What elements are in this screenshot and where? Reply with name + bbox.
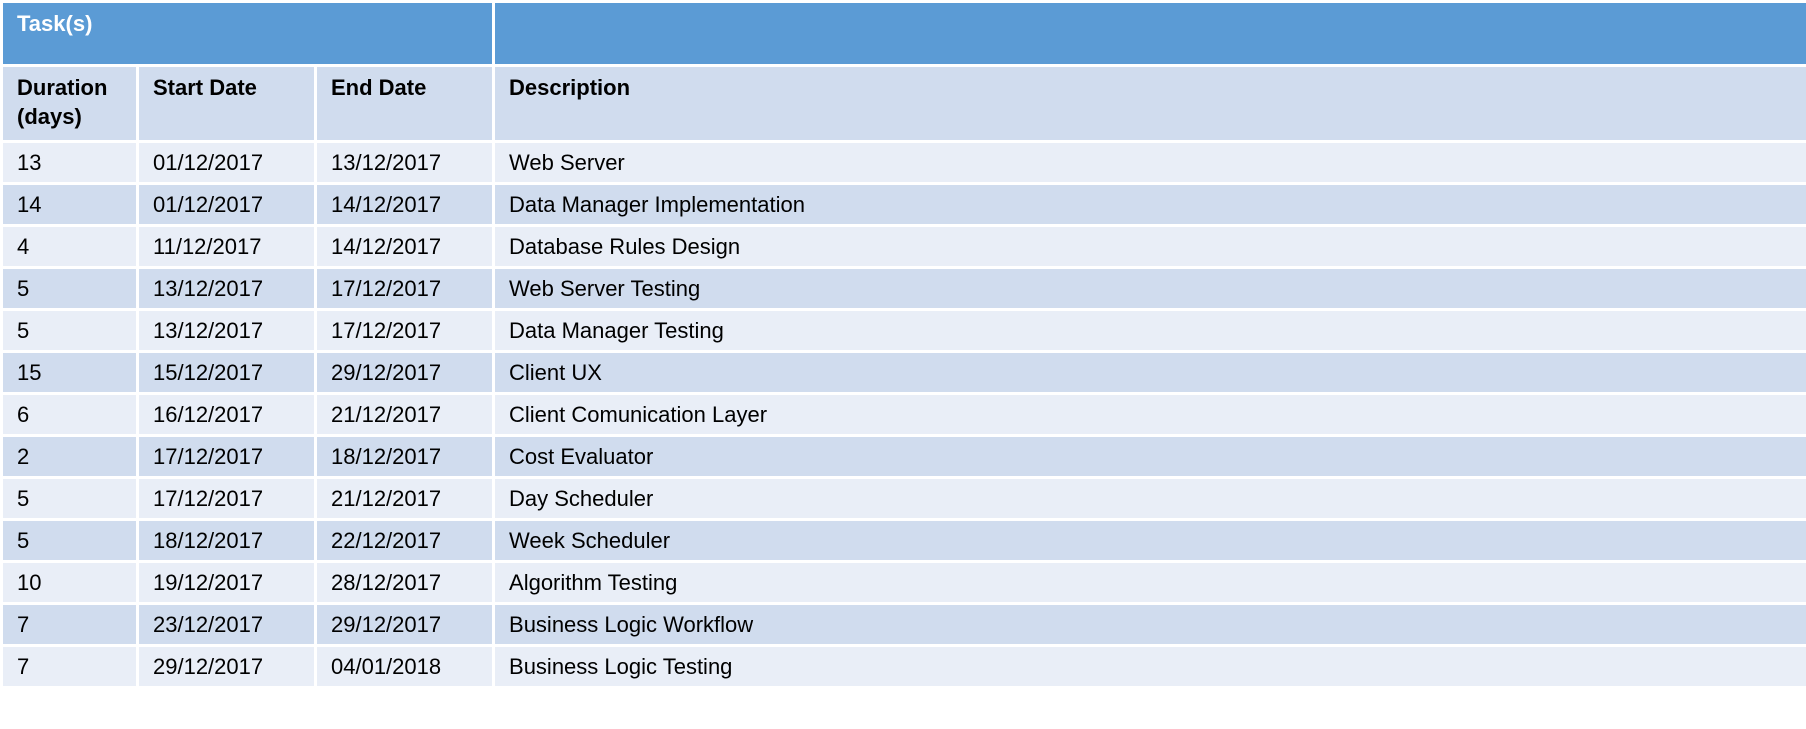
table-row: 5 17/12/2017 21/12/2017 Day Scheduler (0, 476, 1806, 521)
cell-duration: 5 (0, 266, 139, 311)
cell-start-date: 29/12/2017 (136, 644, 317, 689)
cell-description: Week Scheduler (492, 518, 1806, 563)
cell-duration: 7 (0, 602, 139, 647)
table-row: 6 16/12/2017 21/12/2017 Client Comunication… (0, 392, 1806, 437)
cell-start-date: 13/12/2017 (136, 308, 317, 353)
cell-description: Client UX (492, 350, 1806, 395)
table-row: 13 01/12/2017 13/12/2017 Web Server (0, 140, 1806, 185)
cell-description: Web Server Testing (492, 266, 1806, 311)
table-title-empty-cell (492, 0, 1806, 67)
cell-end-date: 13/12/2017 (313, 140, 496, 185)
cell-end-date: 04/01/2018 (313, 644, 496, 689)
cell-end-date: 14/12/2017 (313, 224, 496, 269)
cell-duration: 14 (0, 182, 139, 227)
task-table-container: Task(s) Duration (days) Start Date End D… (0, 0, 1806, 689)
cell-description: Web Server (492, 140, 1806, 185)
table-row: 10 19/12/2017 28/12/2017 Algorithm Testing (0, 560, 1806, 605)
cell-duration: 15 (0, 350, 139, 395)
cell-description: Cost Evaluator (492, 434, 1806, 479)
cell-duration: 13 (0, 140, 139, 185)
cell-description: Business Logic Testing (492, 644, 1806, 689)
cell-description: Algorithm Testing (492, 560, 1806, 605)
cell-description: Day Scheduler (492, 476, 1806, 521)
cell-end-date: 29/12/2017 (313, 602, 496, 647)
cell-start-date: 15/12/2017 (136, 350, 317, 395)
cell-start-date: 17/12/2017 (136, 476, 317, 521)
cell-end-date: 18/12/2017 (313, 434, 496, 479)
column-header-end-date: End Date (313, 64, 496, 143)
cell-end-date: 14/12/2017 (313, 182, 496, 227)
table-body: 13 01/12/2017 13/12/2017 Web Server 14 01/12/… (0, 140, 1806, 689)
cell-description: Business Logic Workflow (492, 602, 1806, 647)
table-row: 2 17/12/2017 18/12/2017 Cost Evaluator (0, 434, 1806, 479)
cell-start-date: 13/12/2017 (136, 266, 317, 311)
cell-description: Data Manager Implementation (492, 182, 1806, 227)
table-row: 7 29/12/2017 04/01/2018 Business Logic Test… (0, 644, 1806, 689)
cell-start-date: 01/12/2017 (136, 182, 317, 227)
cell-duration: 2 (0, 434, 139, 479)
table-row: 15 15/12/2017 29/12/2017 Client UX (0, 350, 1806, 395)
cell-duration: 7 (0, 644, 139, 689)
table-title: Task(s) (0, 0, 496, 67)
table-row: 7 23/12/2017 29/12/2017 Business Logic Work… (0, 602, 1806, 647)
table-row: 5 13/12/2017 17/12/2017 Web Server Testing (0, 266, 1806, 311)
column-header-description: Description (492, 64, 1806, 143)
table-row: 5 13/12/2017 17/12/2017 Data Manager Testin… (0, 308, 1806, 353)
cell-start-date: 17/12/2017 (136, 434, 317, 479)
cell-start-date: 18/12/2017 (136, 518, 317, 563)
column-header-duration: Duration (days) (0, 64, 139, 143)
table-row: 4 11/12/2017 14/12/2017 Database Rules Desi… (0, 224, 1806, 269)
table-header-row: Duration (days) Start Date End Date Desc… (0, 64, 1806, 143)
cell-duration: 6 (0, 392, 139, 437)
cell-end-date: 22/12/2017 (313, 518, 496, 563)
cell-duration: 5 (0, 518, 139, 563)
table-title-row: Task(s) (0, 0, 1806, 67)
cell-duration: 4 (0, 224, 139, 269)
cell-description: Data Manager Testing (492, 308, 1806, 353)
cell-end-date: 21/12/2017 (313, 476, 496, 521)
cell-start-date: 11/12/2017 (136, 224, 317, 269)
cell-end-date: 17/12/2017 (313, 308, 496, 353)
task-table: Task(s) Duration (days) Start Date End D… (0, 0, 1806, 689)
cell-description: Client Comunication Layer (492, 392, 1806, 437)
cell-end-date: 21/12/2017 (313, 392, 496, 437)
cell-duration: 5 (0, 476, 139, 521)
cell-duration: 10 (0, 560, 139, 605)
cell-end-date: 28/12/2017 (313, 560, 496, 605)
cell-end-date: 17/12/2017 (313, 266, 496, 311)
cell-end-date: 29/12/2017 (313, 350, 496, 395)
cell-duration: 5 (0, 308, 139, 353)
table-row: 5 18/12/2017 22/12/2017 Week Scheduler (0, 518, 1806, 563)
cell-description: Database Rules Design (492, 224, 1806, 269)
cell-start-date: 19/12/2017 (136, 560, 317, 605)
cell-start-date: 01/12/2017 (136, 140, 317, 185)
table-row: 14 01/12/2017 14/12/2017 Data Manager Imple… (0, 182, 1806, 227)
cell-start-date: 16/12/2017 (136, 392, 317, 437)
cell-start-date: 23/12/2017 (136, 602, 317, 647)
column-header-start-date: Start Date (136, 64, 317, 143)
